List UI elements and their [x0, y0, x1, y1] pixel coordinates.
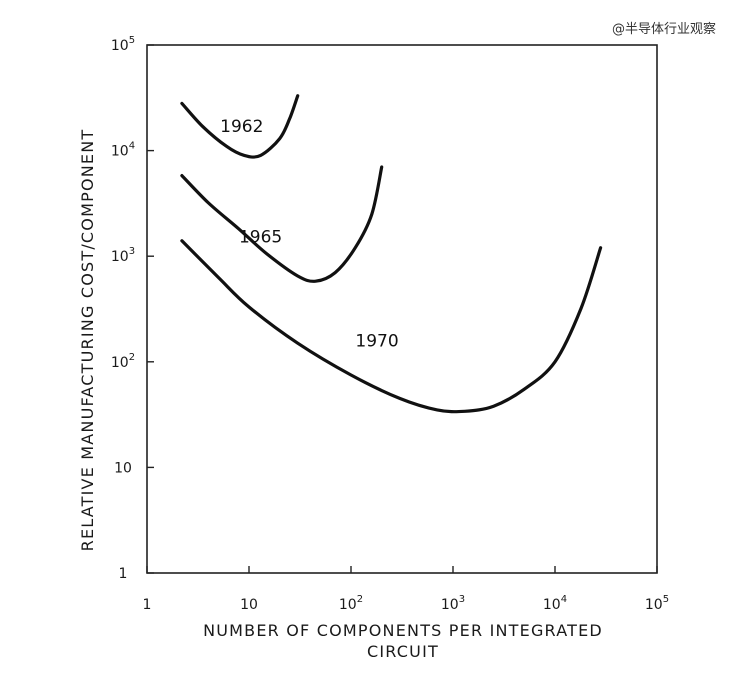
series-labels: 1962 1965 1970 — [220, 117, 399, 351]
y-tick-label: 103 — [111, 246, 135, 265]
plot-frame — [146, 44, 658, 574]
series-label-1970: 1970 — [355, 331, 398, 351]
series-group — [180, 94, 603, 414]
y-axis-title: RELATIVE MANUFACTURING COST/COMPONENT — [78, 129, 97, 552]
x-tick-label: 102 — [339, 594, 363, 613]
x-tick-label: 105 — [645, 594, 669, 613]
series-label-1965: 1965 — [239, 227, 282, 247]
x-tick-label: 104 — [543, 594, 567, 613]
watermark-text: @半导体行业观察 — [611, 22, 716, 37]
x-tick-label: 103 — [441, 594, 465, 613]
x-tick-label: 1 — [143, 597, 152, 613]
y-tick-label: 104 — [111, 141, 135, 160]
y-axis: 1 10 102 103 104 105 — [111, 35, 154, 582]
y-tick-label-exponent: 5 — [129, 35, 135, 46]
x-tick-label-exponent: 3 — [459, 594, 465, 605]
x-tick-label-exponent: 4 — [561, 594, 567, 605]
series-line-1965 — [180, 165, 384, 283]
y-tick-label: 105 — [111, 35, 135, 54]
x-axis-title-line2: CIRCUIT — [367, 642, 439, 661]
y-tick-label-exponent: 2 — [129, 352, 135, 363]
y-tick-label-exponent: 3 — [129, 246, 135, 257]
series-line-1962 — [180, 94, 300, 159]
y-tick-label-exponent: 4 — [129, 141, 135, 152]
x-axis-title-line1: NUMBER OF COMPONENTS PER INTEGRATED — [203, 621, 603, 640]
series-line-1970 — [180, 239, 603, 414]
x-tick-label-exponent: 2 — [357, 594, 363, 605]
x-tick-label: 10 — [240, 597, 258, 613]
y-tick-label: 1 — [119, 566, 128, 582]
x-tick-label-exponent: 5 — [663, 594, 669, 605]
series-label-1962: 1962 — [220, 117, 263, 137]
y-tick-label: 10 — [114, 460, 132, 476]
y-tick-label: 102 — [111, 352, 135, 371]
